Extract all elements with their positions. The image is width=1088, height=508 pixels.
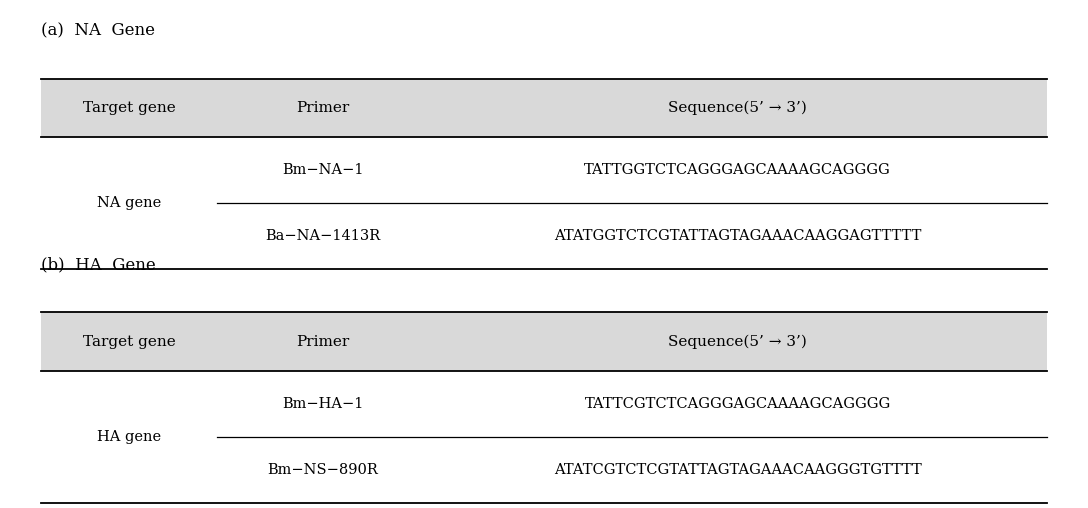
Bar	[41, 312, 1047, 371]
Text: ATATGGTCTCGTATTAGTAGAAACAAGGAGTTTTT: ATATGGTCTCGTATTAGTAGAAACAAGGAGTTTTT	[554, 229, 922, 243]
Bar	[41, 371, 1047, 503]
Text: TATTGGTCTCAGGGAGCAAAAGCAGGGG: TATTGGTCTCAGGGAGCAAAAGCAGGGG	[584, 163, 891, 177]
Text: Bm−HA−1: Bm−HA−1	[282, 397, 363, 411]
Text: HA gene: HA gene	[97, 430, 161, 444]
Text: Bm−NS−890R: Bm−NS−890R	[268, 463, 379, 477]
Text: Sequence(5’ → 3’): Sequence(5’ → 3’)	[668, 101, 807, 115]
Text: Primer: Primer	[296, 101, 349, 115]
Text: Bm−NA−1: Bm−NA−1	[282, 163, 363, 177]
Bar	[41, 79, 1047, 137]
Text: Target gene: Target gene	[83, 335, 175, 348]
Text: Sequence(5’ → 3’): Sequence(5’ → 3’)	[668, 334, 807, 349]
Text: (a)  NA  Gene: (a) NA Gene	[41, 23, 156, 40]
Text: Ba−NA−1413R: Ba−NA−1413R	[265, 229, 381, 243]
Text: Primer: Primer	[296, 335, 349, 348]
Bar	[41, 137, 1047, 269]
Text: ATATCGTCTCGTATTAGTAGAAACAAGGGTGTTTT: ATATCGTCTCGTATTAGTAGAAACAAGGGTGTTTT	[554, 463, 922, 477]
Text: (b)  HA  Gene: (b) HA Gene	[41, 257, 156, 273]
Text: TATTCGTCTCAGGGAGCAAAAGCAGGGG: TATTCGTCTCAGGGAGCAAAAGCAGGGG	[584, 397, 891, 411]
Text: NA gene: NA gene	[97, 196, 161, 210]
Text: Target gene: Target gene	[83, 101, 175, 115]
